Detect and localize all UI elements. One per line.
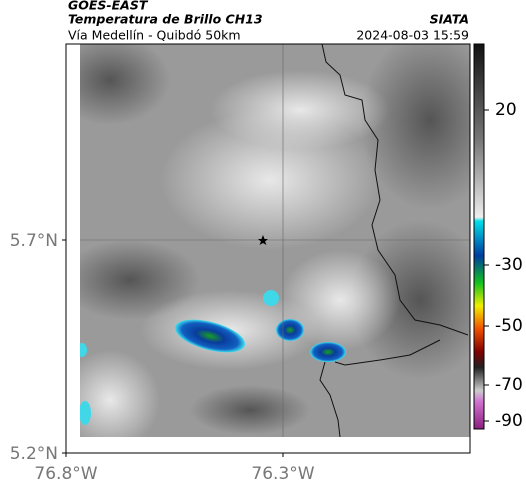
- colorbar: [473, 43, 485, 430]
- source: GOES-EAST: [68, 0, 149, 13]
- lon-label: 76.3°W: [251, 464, 314, 484]
- colorbar-ticks: 20 -30 -50 -70 -90: [484, 100, 523, 431]
- colorbar-tick-label: 20: [495, 100, 517, 120]
- lat-label: 5.2°N: [10, 444, 58, 464]
- timestamp: 2024-08-03 15:59: [356, 28, 469, 43]
- colorbar-tick-label: -50: [495, 316, 523, 336]
- organization: SIATA: [430, 12, 469, 27]
- colorbar-tick-label: -70: [495, 375, 523, 395]
- colorbar-tick-label: -30: [495, 255, 523, 275]
- colorbar-tick-label: -90: [495, 411, 523, 431]
- map-frame: [65, 43, 471, 454]
- subtitle: Vía Medellín - Quibdó 50km: [68, 28, 241, 43]
- lat-label: 5.7°N: [10, 231, 58, 251]
- satellite-image: [80, 44, 470, 437]
- title: Temperatura de Brillo CH13: [68, 12, 263, 27]
- header: GOES-EAST Temperatura de Brillo CH13 SIA…: [68, 0, 469, 43]
- lon-label: 76.8°W: [34, 464, 97, 484]
